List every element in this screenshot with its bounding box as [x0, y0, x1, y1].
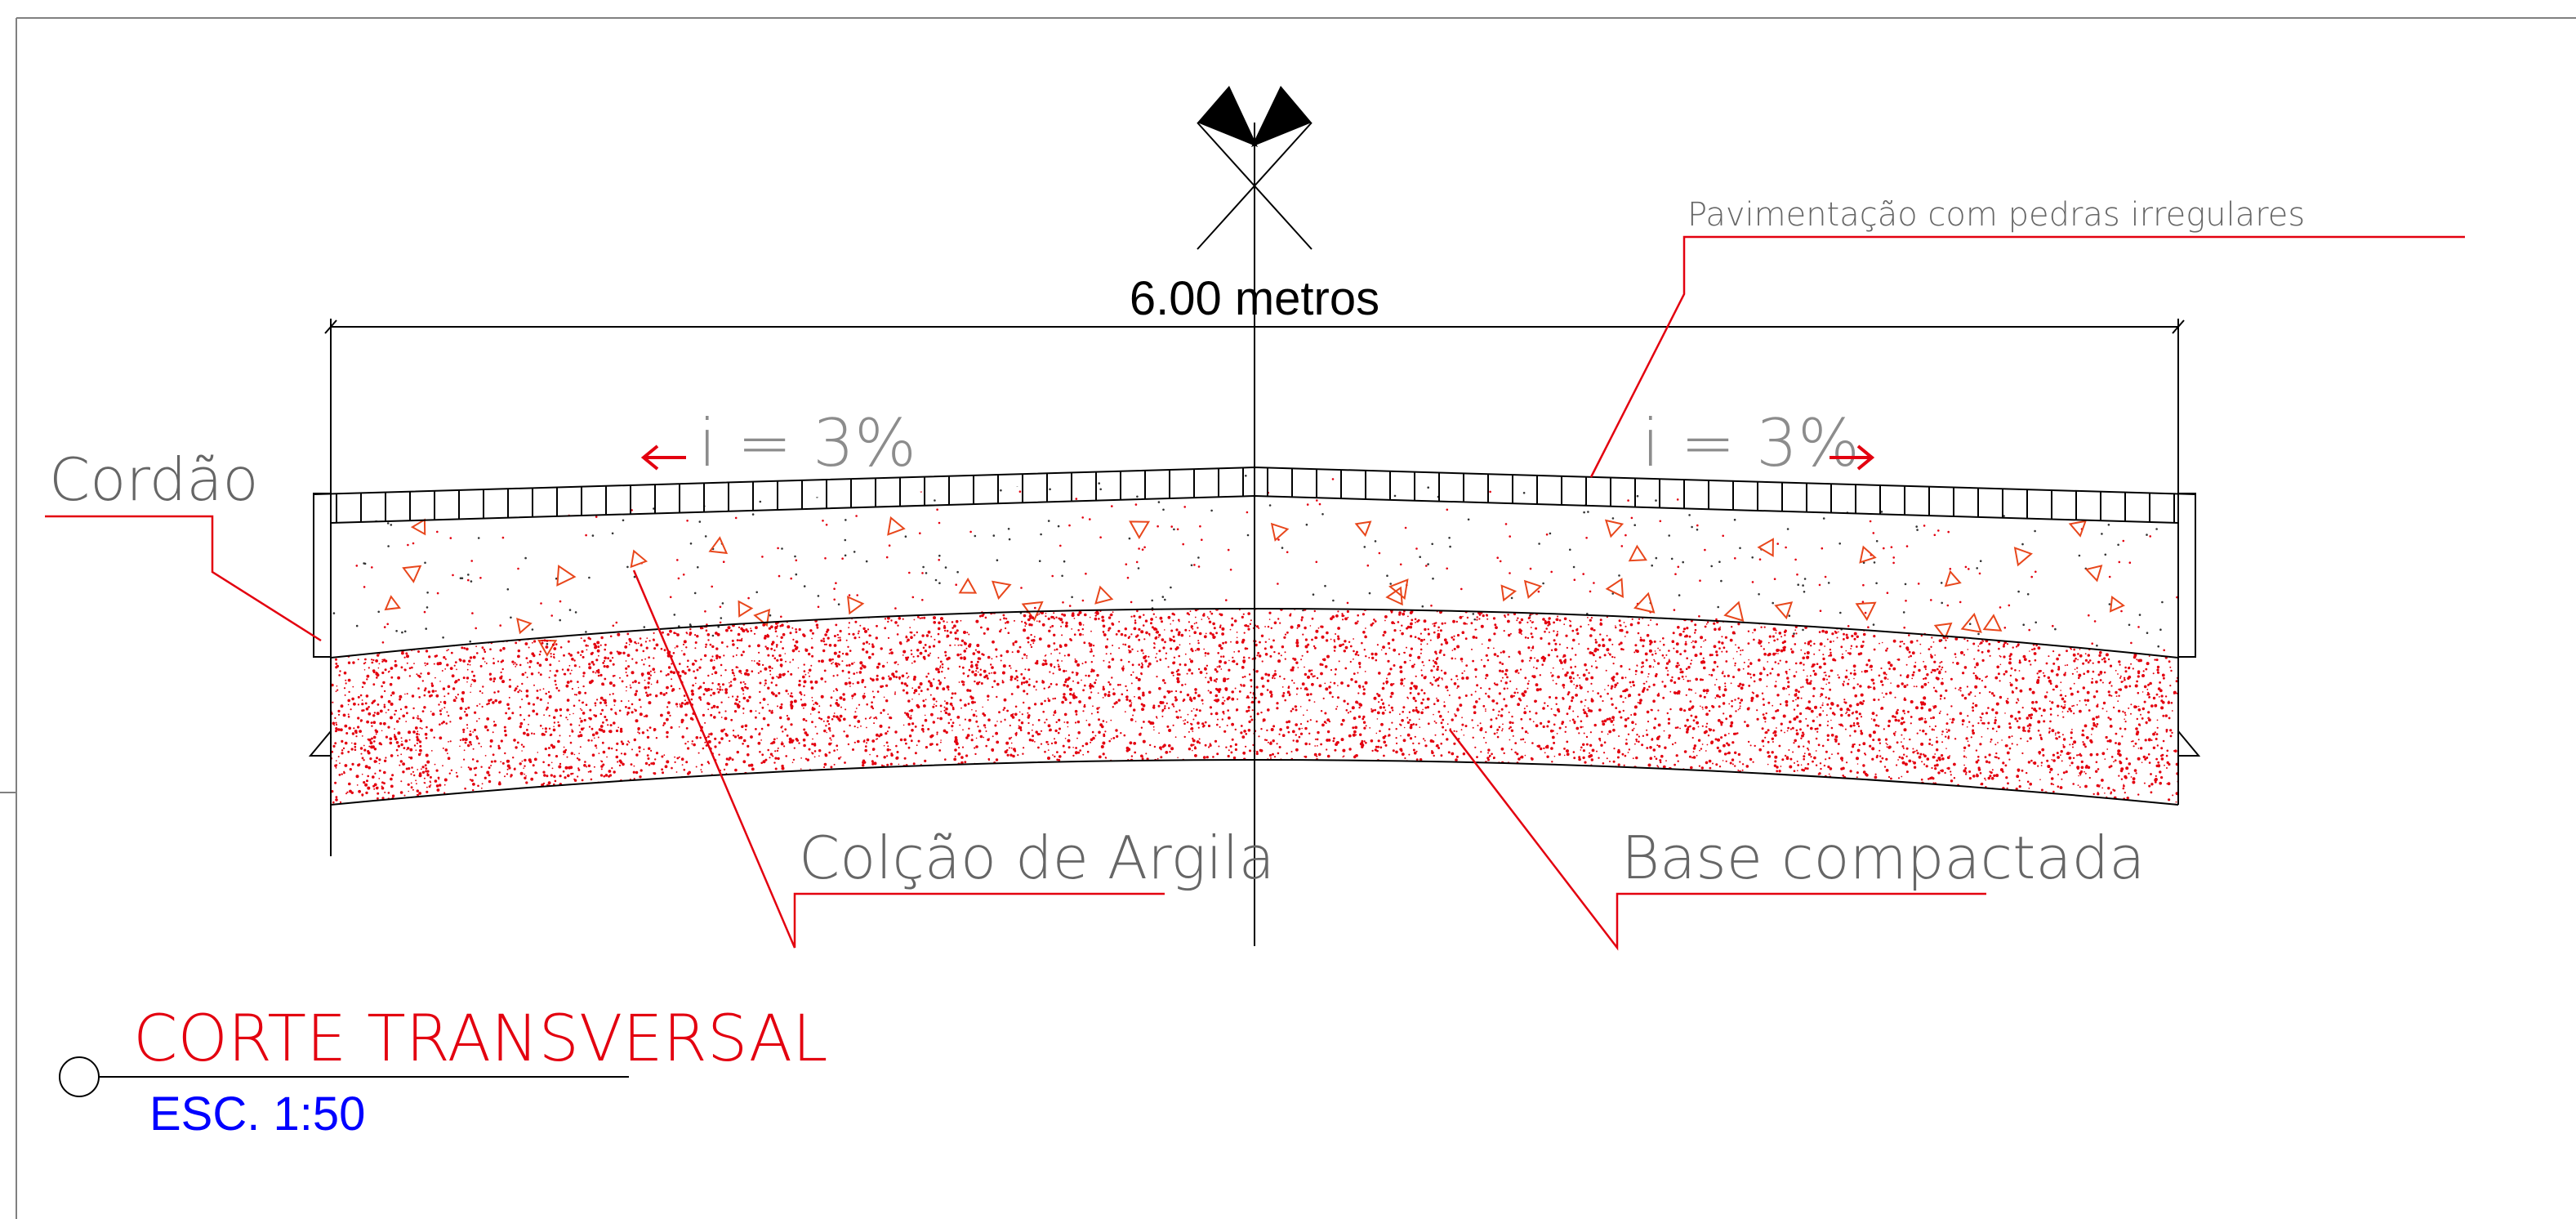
curbs: [308, 493, 2201, 856]
scale-text: ESC. 1:50: [149, 1087, 365, 1141]
clay-cushion-label: Colção de Argila: [799, 824, 1275, 892]
slope-arrow-right-icon: [1829, 444, 1875, 471]
slope-arrow-left-icon: [640, 444, 686, 471]
pavement-label: Pavimentação com pedras irregulares: [1687, 196, 2305, 234]
dimension-label: 6.00 metros: [1130, 272, 1379, 325]
sheet-frame: [0, 17, 2576, 1219]
circle-marker-icon: [59, 1056, 100, 1097]
section-flags-icon: [1197, 86, 1313, 250]
dimension-line: [324, 319, 2185, 498]
curb-label: Cordão: [49, 445, 259, 514]
compacted-base-label: Base compactada: [1621, 824, 2145, 892]
leader-lines: [45, 235, 2465, 951]
title-text: CORTE TRANSVERSAL: [133, 1002, 828, 1076]
slope-label-left: i = 3%: [698, 405, 916, 481]
slope-label-right: i = 3%: [1642, 405, 1860, 481]
